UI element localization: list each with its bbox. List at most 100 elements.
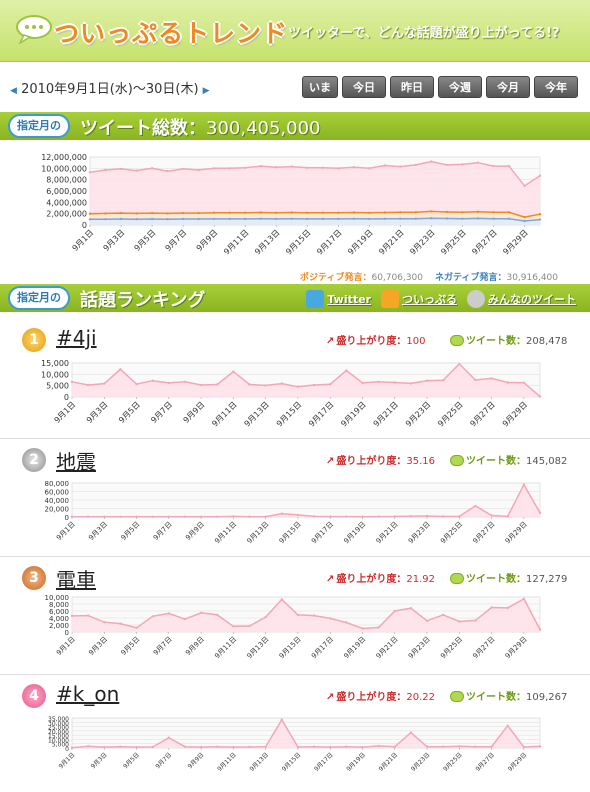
twipple-link[interactable]: ついっぷる — [381, 290, 457, 308]
data-point — [321, 211, 324, 214]
data-point — [538, 395, 542, 398]
data-point — [119, 211, 123, 215]
excitement-label: 盛り上がり度： — [336, 456, 407, 467]
data-point — [393, 515, 396, 518]
data-point — [445, 210, 449, 214]
trend-up-icon: ↗ — [326, 336, 335, 347]
data-point — [345, 515, 348, 518]
period-selector: いま 今日 昨日 今週 今月 今年 — [302, 76, 578, 98]
data-point — [445, 163, 449, 167]
x-tick-label: 9月9日 — [184, 520, 206, 542]
y-tick-label: 35,000 — [48, 716, 69, 723]
data-point — [329, 383, 332, 386]
data-point — [135, 169, 138, 172]
y-tick-label: 8,000,000 — [46, 176, 87, 185]
period-month-button[interactable]: 今月 — [486, 76, 530, 98]
data-point — [103, 621, 106, 624]
x-tick-label: 9月5日 — [120, 635, 142, 657]
x-tick-label: 9月19日 — [345, 751, 367, 773]
ranking-keyword[interactable]: #k_on — [56, 682, 120, 706]
data-point — [259, 164, 262, 168]
x-tick-label: 9月7日 — [152, 520, 174, 542]
data-point — [119, 745, 122, 748]
ranking-keyword[interactable]: 電車 — [56, 568, 96, 592]
data-point — [321, 217, 324, 221]
data-point — [103, 745, 106, 749]
data-point — [280, 718, 283, 721]
data-point — [321, 166, 324, 169]
data-point — [506, 606, 509, 610]
excitement-score: ↗ 盛り上がり度：20.22 — [326, 688, 435, 703]
tweet-count: ツイート数：127,279 — [450, 570, 567, 585]
data-point — [290, 217, 293, 220]
site-logo[interactable]: ついっぷるトレンド — [54, 19, 289, 48]
tweet-count-label: ツイート数： — [466, 336, 526, 347]
data-point — [86, 383, 90, 387]
data-point — [135, 212, 138, 215]
data-point — [197, 168, 200, 172]
data-point — [345, 369, 348, 372]
data-point — [151, 379, 154, 382]
x-tick-label: 9月17日 — [313, 751, 335, 773]
tweet-count-value: 109,267 — [526, 692, 568, 703]
bubble-icon — [450, 455, 464, 466]
period-now-button[interactable]: いま — [302, 76, 338, 98]
data-point — [377, 626, 380, 629]
ranking-links: Twitter ついっぷる みんなのツイート — [306, 290, 576, 308]
data-point — [197, 211, 200, 215]
data-point — [474, 378, 477, 382]
data-point — [166, 212, 169, 215]
twitter-link[interactable]: Twitter — [306, 290, 371, 308]
data-point — [538, 174, 542, 177]
rank4-badge-icon: 4 — [22, 684, 46, 708]
data-point — [216, 515, 219, 518]
ranking-keyword[interactable]: #4ji — [56, 326, 97, 350]
data-point — [248, 745, 251, 749]
data-point — [425, 379, 429, 382]
ranking-header: 指定月の 話題ランキング — [0, 284, 590, 312]
everyone-tweets-link[interactable]: みんなのツイート — [467, 290, 576, 308]
data-point — [183, 380, 187, 383]
data-point — [70, 515, 74, 518]
data-point — [119, 515, 122, 518]
data-point — [264, 615, 267, 619]
period-today-button[interactable]: 今日 — [342, 76, 386, 98]
ranking-keyword[interactable]: 地震 — [56, 450, 96, 474]
x-tick-label: 9月19日 — [342, 520, 367, 545]
data-point — [352, 211, 355, 214]
period-year-button[interactable]: 今年 — [534, 76, 578, 98]
data-point — [445, 217, 449, 220]
data-point — [361, 627, 364, 630]
data-point — [290, 211, 293, 214]
data-point — [183, 745, 187, 748]
period-week-button[interactable]: 今週 — [438, 76, 482, 98]
data-point — [352, 217, 355, 220]
tweet-count-label: ツイート数： — [466, 456, 526, 467]
next-month-icon[interactable]: ▶ — [202, 86, 210, 96]
data-point — [244, 166, 247, 169]
data-point — [119, 368, 122, 371]
data-point — [492, 211, 495, 214]
data-point — [523, 219, 526, 223]
data-point — [399, 217, 402, 220]
prev-month-icon[interactable]: ◀ — [10, 86, 17, 96]
divider — [0, 556, 590, 557]
total-tweets-value: 300,405,000 — [206, 118, 321, 139]
twipple-icon — [381, 290, 399, 308]
data-point — [345, 745, 348, 748]
month-badge: 指定月の — [8, 114, 70, 138]
data-point — [228, 211, 231, 214]
y-tick-label: 30,000 — [48, 720, 69, 727]
data-point — [264, 745, 267, 748]
x-tick-label: 9月19日 — [339, 400, 367, 428]
data-point — [150, 217, 154, 221]
period-yesterday-button[interactable]: 昨日 — [390, 76, 434, 98]
x-tick-label: 9月21日 — [377, 228, 405, 256]
total-tweets-title: ツイート総数：300,405,000 — [80, 114, 321, 140]
data-point — [409, 607, 413, 610]
data-point — [507, 164, 511, 168]
total-tweets-chart: 0 2,000,000 4,000,000 6,000,000 8,000,000 10,… — [41, 153, 542, 256]
y-tick-label: 2,000 — [49, 622, 69, 630]
data-point — [523, 215, 526, 219]
